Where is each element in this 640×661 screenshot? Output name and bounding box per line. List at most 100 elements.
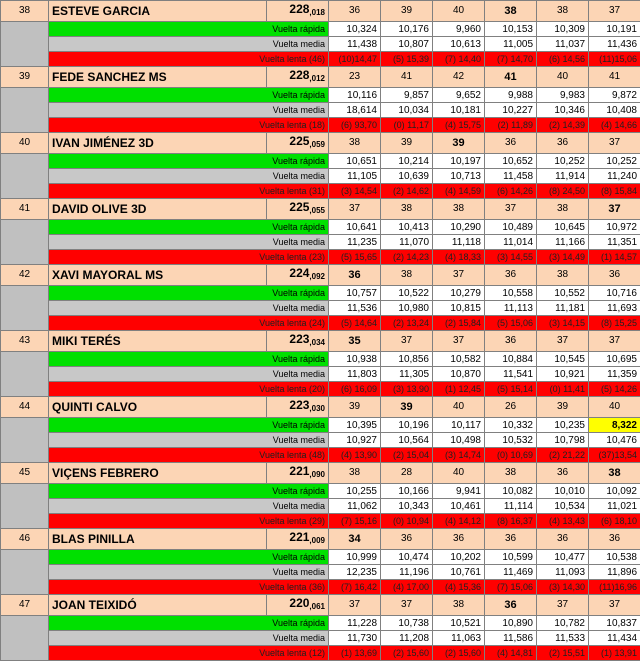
points-decimal: ,092	[309, 272, 325, 281]
points-decimal: ,012	[309, 74, 325, 83]
slow-lap-time: (6) 14,26	[485, 184, 537, 199]
slow-lap-label: Vuelta lenta (24)	[49, 316, 329, 331]
slow-lap-count: (31)	[309, 186, 325, 196]
points-decimal: ,061	[309, 602, 325, 611]
avg-lap-time: 10,476	[589, 433, 640, 448]
avg-lap-time: 10,980	[381, 301, 433, 316]
row-spacer	[1, 220, 49, 265]
avg-lap-time: 11,434	[589, 631, 640, 646]
avg-lap-time: 11,037	[537, 37, 589, 52]
heat-laps: 38	[537, 199, 589, 220]
slow-lap-time: (4) 15,75	[433, 118, 485, 133]
avg-lap-label: Vuelta media	[49, 433, 329, 448]
avg-lap-label: Vuelta media	[49, 631, 329, 646]
fast-lap-time: 10,153	[485, 22, 537, 37]
driver-name: MIKI TERÉS	[49, 331, 267, 352]
slow-lap-time: (8) 15,25	[589, 316, 640, 331]
slow-lap-time: (1) 13,69	[329, 646, 381, 661]
row-spacer	[1, 88, 49, 133]
heat-laps: 34	[329, 529, 381, 550]
fast-lap-time: 10,214	[381, 154, 433, 169]
fast-lap-time: 10,782	[537, 616, 589, 631]
slow-lap-time: (2) 11,89	[485, 118, 537, 133]
fast-lap-time: 9,941	[433, 484, 485, 499]
slow-lap-label: Vuelta lenta (36)	[49, 580, 329, 595]
avg-lap-time: 10,343	[381, 499, 433, 514]
avg-lap-time: 10,408	[589, 103, 640, 118]
fast-lap-time: 10,082	[485, 484, 537, 499]
driver-position: 46	[1, 529, 49, 550]
avg-lap-time: 10,461	[433, 499, 485, 514]
avg-lap-time: 11,166	[537, 235, 589, 250]
fast-lap-time: 10,010	[537, 484, 589, 499]
heat-laps: 36	[485, 529, 537, 550]
driver-name: FEDE SANCHEZ MS	[49, 67, 267, 88]
slow-lap-label-text: Vuelta lenta	[259, 450, 309, 460]
avg-lap-time: 11,105	[329, 169, 381, 184]
heat-laps: 36	[589, 529, 640, 550]
points-decimal: ,009	[309, 536, 325, 545]
heat-laps: 37	[589, 133, 640, 154]
heat-laps: 36	[433, 529, 485, 550]
slow-lap-count: (24)	[309, 318, 325, 328]
heat-laps: 37	[589, 1, 640, 22]
fast-lap-time: 10,558	[485, 286, 537, 301]
slow-lap-time: (4) 17,00	[381, 580, 433, 595]
fast-lap-label: Vuelta rápida	[49, 220, 329, 235]
heat-laps: 37	[329, 199, 381, 220]
slow-lap-time: (37)13,54	[589, 448, 640, 463]
slow-lap-time: (5) 15,14	[485, 382, 537, 397]
driver-points: 225,059	[267, 133, 329, 154]
points-integer: 221	[289, 530, 309, 544]
fast-lap-time: 10,522	[381, 286, 433, 301]
driver-points: 221,009	[267, 529, 329, 550]
slow-lap-time: (3) 14,49	[537, 250, 589, 265]
heat-laps: 37	[485, 199, 537, 220]
slow-lap-time: (2) 14,23	[381, 250, 433, 265]
slow-lap-time: (2) 14,39	[537, 118, 589, 133]
heat-laps: 40	[433, 397, 485, 418]
heat-laps: 36	[381, 529, 433, 550]
avg-lap-time: 10,921	[537, 367, 589, 382]
slow-lap-label-text: Vuelta lenta	[259, 582, 309, 592]
driver-points: 228,012	[267, 67, 329, 88]
fast-lap-time: 10,324	[329, 22, 381, 37]
avg-lap-time: 10,346	[537, 103, 589, 118]
heat-laps: 37	[433, 265, 485, 286]
driver-position: 41	[1, 199, 49, 220]
slow-lap-time: (2) 13,24	[381, 316, 433, 331]
points-integer: 228	[289, 68, 309, 82]
fast-lap-time: 10,538	[589, 550, 640, 565]
fast-lap-label: Vuelta rápida	[49, 418, 329, 433]
points-integer: 228	[289, 2, 309, 16]
avg-lap-time: 11,803	[329, 367, 381, 382]
heat-laps: 40	[589, 397, 640, 418]
driver-position: 44	[1, 397, 49, 418]
avg-lap-time: 11,118	[433, 235, 485, 250]
heat-laps: 39	[329, 397, 381, 418]
slow-lap-time: (0) 10,94	[381, 514, 433, 529]
slow-lap-time: (5) 14,26	[589, 382, 640, 397]
slow-lap-time: (2) 15,84	[433, 316, 485, 331]
heat-laps: 38	[589, 463, 640, 484]
slow-lap-time: (0) 11,17	[381, 118, 433, 133]
avg-lap-time: 11,533	[537, 631, 589, 646]
fast-lap-time: 10,938	[329, 352, 381, 367]
row-spacer	[1, 286, 49, 331]
row-spacer	[1, 550, 49, 595]
slow-lap-time: (11)15,06	[589, 52, 640, 67]
heat-laps: 39	[433, 133, 485, 154]
driver-position: 42	[1, 265, 49, 286]
driver-position: 38	[1, 1, 49, 22]
avg-lap-time: 18,614	[329, 103, 381, 118]
slow-lap-row: Vuelta lenta (23)(5) 15,65(2) 14,23(4) 1…	[1, 250, 640, 265]
fast-lap-time: 10,309	[537, 22, 589, 37]
